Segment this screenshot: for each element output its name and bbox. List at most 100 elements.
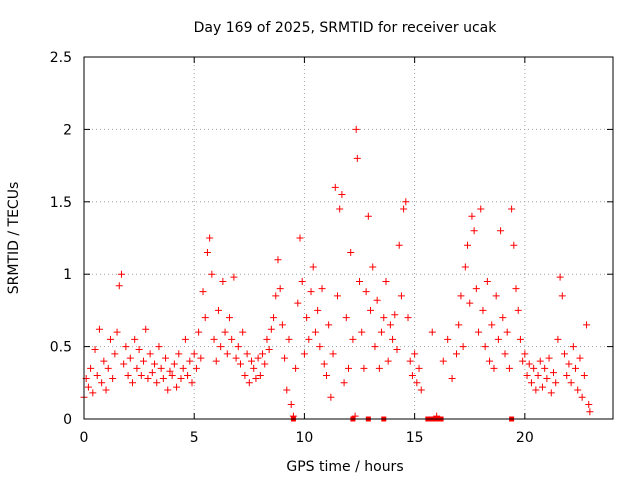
data-point: [175, 350, 183, 358]
data-point: [457, 292, 465, 300]
data-point: [263, 335, 271, 343]
data-point: [292, 364, 300, 372]
data-point: [508, 205, 516, 213]
data-point: [307, 288, 315, 296]
data-point: [408, 372, 416, 380]
data-point: [274, 256, 282, 264]
data-point: [494, 335, 502, 343]
data-point: [195, 328, 203, 336]
data-point: [122, 343, 130, 351]
data-point: [214, 306, 222, 314]
data-point: [578, 393, 586, 401]
data-point: [272, 292, 280, 300]
data-point: [501, 350, 509, 358]
data-point: [212, 357, 220, 365]
data-point: [369, 263, 377, 271]
data-point: [347, 248, 355, 256]
data-point: [322, 372, 330, 380]
data-point: [120, 360, 128, 368]
data-point: [303, 314, 311, 322]
data-point: [543, 374, 551, 382]
chart-title: Day 169 of 2025, SRMTID for receiver uca…: [194, 20, 498, 36]
data-point: [305, 335, 313, 343]
x-tick-label: 10: [296, 430, 314, 446]
data-point: [151, 360, 159, 368]
data-point: [362, 288, 370, 296]
data-point: [254, 354, 262, 362]
data-point: [331, 183, 339, 191]
data-point: [87, 364, 95, 372]
data-point: [342, 314, 350, 322]
data-point: [461, 263, 469, 271]
plot-frame: [83, 56, 614, 420]
data-point: [157, 364, 165, 372]
data-point: [184, 372, 192, 380]
data-point: [565, 360, 573, 368]
data-point: [314, 306, 322, 314]
data-point: [439, 357, 447, 365]
data-point: [162, 354, 170, 362]
data-point: [296, 234, 304, 242]
data-point: [497, 227, 505, 235]
data-point: [283, 386, 291, 394]
data-point: [140, 357, 148, 365]
data-point: [142, 325, 150, 333]
data-point: [349, 335, 357, 343]
data-point: [389, 335, 397, 343]
data-point: [499, 314, 507, 322]
data-point: [320, 360, 328, 368]
data-point: [243, 350, 251, 358]
data-point: [164, 386, 172, 394]
data-point: [563, 372, 571, 380]
data-point: [223, 350, 231, 358]
data-point: [267, 325, 275, 333]
data-point: [294, 299, 302, 307]
data-point: [510, 241, 518, 249]
data-point: [479, 306, 487, 314]
data-point: [217, 343, 225, 351]
data-point: [400, 205, 408, 213]
data-point: [574, 386, 582, 394]
y-tick-label: 2.5: [50, 50, 72, 66]
y-tick-label: 1: [63, 267, 72, 283]
data-point: [505, 364, 513, 372]
data-point: [327, 393, 335, 401]
data-point: [93, 372, 101, 380]
data-point: [168, 372, 176, 380]
data-point: [221, 328, 229, 336]
data-point: [464, 241, 472, 249]
data-point: [210, 335, 218, 343]
data-point: [95, 325, 103, 333]
data-point: [133, 364, 141, 372]
data-point: [232, 354, 240, 362]
data-point: [197, 354, 205, 362]
data-point: [300, 350, 308, 358]
data-point: [393, 345, 401, 353]
data-point: [177, 374, 185, 382]
data-point: [367, 306, 375, 314]
data-point: [190, 350, 198, 358]
data-point: [532, 386, 540, 394]
grid-layer: [84, 57, 613, 419]
data-point: [397, 292, 405, 300]
data-point: [102, 386, 110, 394]
data-point: [115, 282, 123, 290]
data-point: [208, 270, 216, 278]
data-point: [583, 321, 591, 329]
data-point: [126, 354, 134, 362]
data-point: [318, 285, 326, 293]
data-point: [219, 277, 227, 285]
data-point: [270, 314, 278, 322]
data-point: [554, 335, 562, 343]
data-point: [492, 292, 500, 300]
data-point: [395, 241, 403, 249]
data-point: [338, 191, 346, 199]
data-point: [124, 372, 132, 380]
data-point: [188, 379, 196, 387]
data-point: [519, 357, 527, 365]
data-point: [228, 335, 236, 343]
x-tick-label: 15: [406, 430, 424, 446]
data-point: [481, 343, 489, 351]
y-tick-label: 0.5: [50, 340, 72, 356]
data-point: [333, 292, 341, 300]
